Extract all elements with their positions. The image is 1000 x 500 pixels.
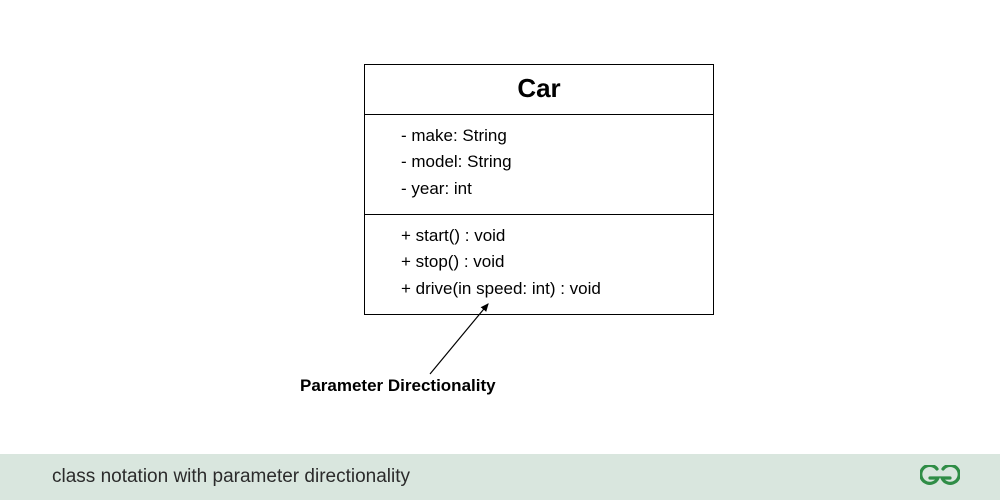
- footer-bar: class notation with parameter directiona…: [0, 454, 1000, 500]
- class-name: Car: [365, 65, 713, 115]
- uml-class-box: Car - make: String - model: String - yea…: [364, 64, 714, 315]
- attribute-row: - make: String: [401, 123, 713, 149]
- annotation-label: Parameter Directionality: [300, 376, 496, 396]
- gfg-logo-icon: [920, 465, 960, 489]
- arrow-line: [430, 304, 488, 374]
- method-row: + start() : void: [401, 223, 713, 249]
- attributes-section: - make: String - model: String - year: i…: [365, 115, 713, 215]
- footer-caption: class notation with parameter directiona…: [52, 466, 410, 488]
- attribute-row: - model: String: [401, 149, 713, 175]
- method-row: + drive(in speed: int) : void: [401, 276, 713, 302]
- method-row: + stop() : void: [401, 249, 713, 275]
- methods-section: + start() : void + stop() : void + drive…: [365, 215, 713, 314]
- attribute-row: - year: int: [401, 176, 713, 202]
- annotation-arrow: [420, 304, 510, 384]
